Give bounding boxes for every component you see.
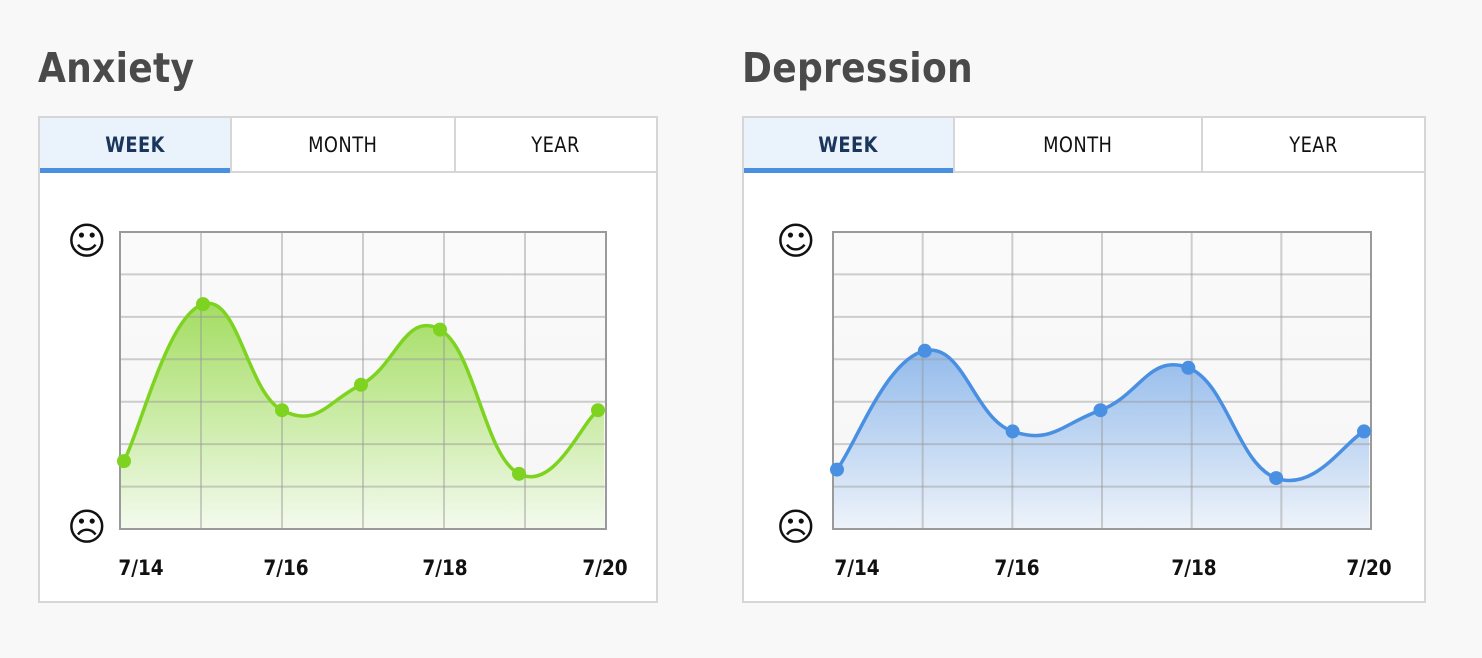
tab-week[interactable]: WEEK [40,118,232,173]
period-tabs: WEEK MONTH YEAR [744,118,1424,173]
panel-title: Anxiety [38,44,195,92]
frowny-face-icon: ☹ [776,505,816,549]
x-tick-label: 7/18 [422,556,468,580]
data-point [433,322,447,337]
data-point [1181,360,1196,375]
x-tick-label: 7/16 [994,556,1040,580]
area-fill [120,303,604,529]
data-point [1005,424,1020,439]
data-point [591,403,605,418]
data-point [275,403,289,418]
period-tabs: WEEK MONTH YEAR [40,118,656,173]
x-tick-label: 7/18 [1171,556,1217,580]
data-point [1269,471,1284,486]
tab-week[interactable]: WEEK [744,118,955,173]
data-point [117,454,131,469]
x-tick-label: 7/20 [582,556,628,580]
x-tick-label: 7/16 [263,556,309,580]
frowny-face-icon: ☹ [67,505,107,549]
data-point [354,377,368,392]
anxiety-area-chart [117,231,607,530]
anxiety-chart-card: WEEK MONTH YEAR ☺ ☹ 7/14 7/16 7/18 7/20 [38,116,658,603]
x-tick-label: 7/14 [834,556,880,580]
data-point [1357,424,1371,439]
data-point [917,343,932,358]
data-point [512,466,526,481]
data-point [196,297,210,312]
depression-area-chart [830,231,1372,530]
data-point [830,462,844,477]
depression-chart-card: WEEK MONTH YEAR ☺ ☹ 7/14 7/16 7/18 7/20 [742,116,1426,603]
tab-year[interactable]: YEAR [531,132,581,157]
data-point [1093,403,1108,418]
tab-year[interactable]: YEAR [1289,132,1338,157]
tab-month[interactable]: MONTH [955,118,1203,171]
panel-title: Depression [742,44,973,92]
x-tick-label: 7/14 [118,556,164,580]
smiley-face-icon: ☺ [776,219,816,263]
x-tick-label: 7/20 [1346,556,1392,580]
tab-month[interactable]: MONTH [232,118,456,171]
smiley-face-icon: ☺ [67,219,107,263]
area-fill [833,350,1369,529]
